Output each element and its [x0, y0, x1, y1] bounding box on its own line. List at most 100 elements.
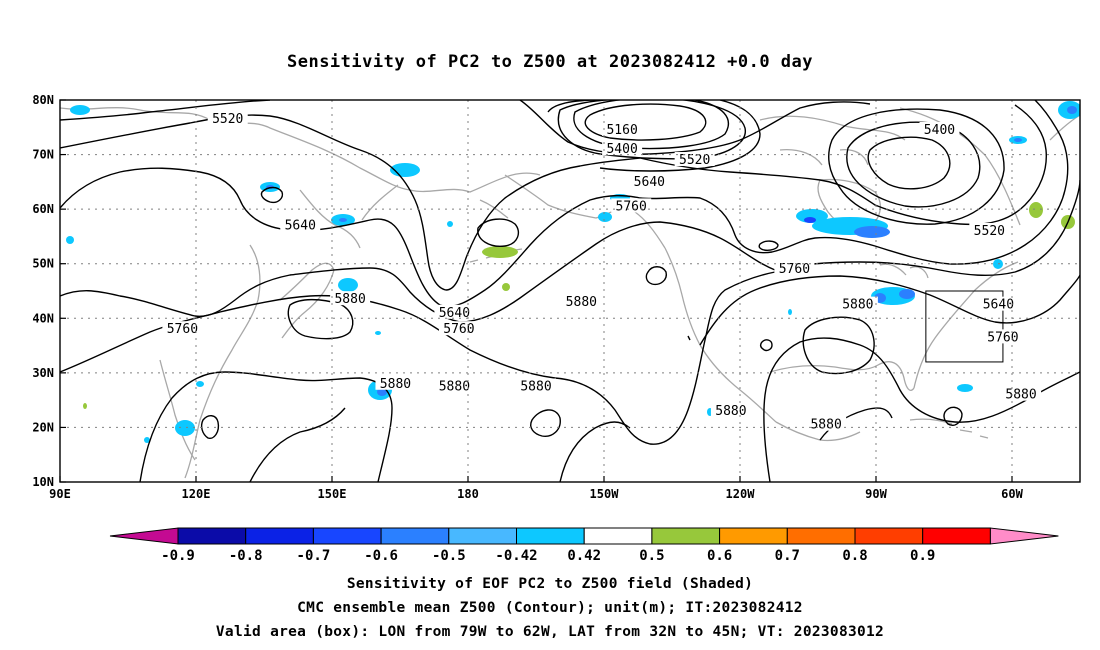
colorbar-label: -0.8 [229, 548, 263, 564]
figure-title: Sensitivity of PC2 to Z500 at 2023082412… [287, 52, 813, 72]
sensitivity-shading [66, 101, 1080, 443]
colorbar-label: 0.42 [567, 548, 601, 564]
contour-label-bg [919, 122, 960, 137]
contour-label-bg [710, 403, 751, 418]
y-tick-label: 10N [32, 475, 54, 489]
contour-label: 5760 [443, 322, 474, 337]
contour-label: 5520 [212, 112, 243, 127]
caption-line-1: Sensitivity of EOF PC2 to Z500 field (Sh… [347, 576, 753, 592]
colorbar-label: -0.6 [364, 548, 398, 564]
colorbar-label: -0.42 [495, 548, 537, 564]
contour-label: 5880 [439, 380, 470, 395]
colorbar-segment [922, 527, 991, 545]
colorbar-label: 0.8 [842, 548, 867, 564]
x-tick-label: 90E [49, 487, 71, 501]
contour-label-bg [434, 304, 475, 319]
y-tick-label: 80N [32, 93, 54, 107]
contour-label-bg [330, 291, 371, 306]
contour-label-bg [602, 141, 643, 156]
contour-label-bg [516, 378, 556, 393]
contour-label-bg [438, 321, 479, 336]
contour-label-bg [629, 173, 670, 188]
colorbar-label: 0.6 [707, 548, 732, 564]
x-tick-label: 150E [318, 487, 347, 501]
valid-area-box [925, 290, 1004, 363]
x-tick-label: 180 [457, 487, 479, 501]
colorbar-label: 0.7 [775, 548, 800, 564]
colorbar-label: -0.5 [432, 548, 466, 564]
contour-label-bg [1001, 386, 1042, 401]
contour-label: 5760 [167, 322, 198, 337]
contour-label: 5880 [520, 380, 551, 395]
gridlines [60, 100, 1080, 482]
colorbar-segment [583, 527, 653, 545]
x-tick-label: 120E [182, 487, 211, 501]
contour-label-bg [969, 222, 1010, 237]
colorbar-segment [854, 527, 924, 545]
x-tick-label: 120W [726, 487, 756, 501]
x-tick-label: 90W [865, 487, 887, 501]
contour-label: 5520 [974, 224, 1005, 239]
contour-label: 5760 [616, 199, 647, 214]
contour-label-bg [280, 217, 321, 232]
y-tick-label: 50N [32, 257, 54, 271]
colorbar-label: 0.9 [910, 548, 935, 564]
y-tick-label: 70N [32, 148, 54, 162]
x-tick-label: 150W [590, 487, 620, 501]
contour-label-bg [207, 111, 248, 126]
contour-label: 5880 [566, 295, 597, 310]
contour-label: 5880 [334, 292, 365, 307]
contour-label: 5640 [285, 219, 316, 234]
contour-label: 5880 [1005, 388, 1036, 403]
colorbar-segment [516, 527, 585, 545]
contour-label-bg [837, 296, 878, 311]
y-tick-label: 20N [32, 420, 54, 434]
contour-labels: 5520 5160 5400 5520 5640 5760 5400 5520 5640 5760… [162, 111, 1042, 433]
colorbar-segment [312, 527, 382, 545]
colorbar-segment [380, 527, 450, 545]
colorbar-segment [245, 527, 314, 545]
contour-label-bg [602, 122, 643, 137]
x-tick-label: 60W [1001, 487, 1023, 501]
contour-label-bg [978, 296, 1019, 311]
colorbar-segment [651, 527, 721, 545]
contour-label: 5400 [606, 142, 637, 157]
contour-label-bg [982, 329, 1023, 344]
colorbar-label: 0.5 [639, 548, 664, 564]
colorbar-segment [177, 527, 247, 545]
contour-label: 5880 [810, 418, 841, 433]
contour-label: 5880 [842, 298, 873, 313]
colorbar-segment [719, 527, 788, 545]
colorbar-right-arrow [989, 527, 1059, 545]
contour-label: 5760 [779, 262, 810, 277]
contour-label-bg [774, 261, 815, 276]
map-panel: 5520 5160 5400 5520 5640 5760 5400 5520 5640 5760… [32, 93, 1081, 501]
contour-label: 5880 [380, 377, 411, 392]
map-frame [59, 99, 1081, 483]
contour-label: 5400 [924, 123, 955, 138]
colorbar-label: -0.7 [297, 548, 331, 564]
contour-label: 5880 [715, 404, 746, 419]
contour-label-bg [674, 152, 715, 167]
colorbar: -0.9 -0.8 -0.7 -0.6 -0.5 -0.42 0.42 0.5 0.6 0.7 0.… [109, 527, 1059, 564]
contour-label-bg [375, 375, 416, 390]
colorbar-left-arrow [109, 527, 179, 545]
contour-label-bg [561, 293, 602, 308]
y-tick-label: 60N [32, 202, 54, 216]
contour-label: 5640 [983, 298, 1014, 313]
caption-line-3: Valid area (box): LON from 79W to 62W, L… [216, 624, 884, 640]
contour-label: 5640 [634, 175, 665, 190]
contour-label: 5520 [679, 153, 710, 168]
contour-label: 5760 [987, 330, 1018, 345]
y-tick-label: 30N [32, 366, 54, 380]
contour-label-bg [434, 378, 475, 393]
contour-label-bg [162, 321, 203, 336]
colorbar-label: -0.9 [161, 548, 195, 564]
latitude-ticks: 80N 70N 60N 50N 40N 30N 20N 10N [32, 93, 66, 489]
caption-line-2: CMC ensemble mean Z500 (Contour); unit(m… [297, 600, 803, 616]
y-tick-label: 40N [32, 311, 54, 325]
z500-contours [60, 100, 1080, 482]
contour-label: 5160 [606, 123, 637, 138]
colorbar-segment [448, 527, 517, 545]
